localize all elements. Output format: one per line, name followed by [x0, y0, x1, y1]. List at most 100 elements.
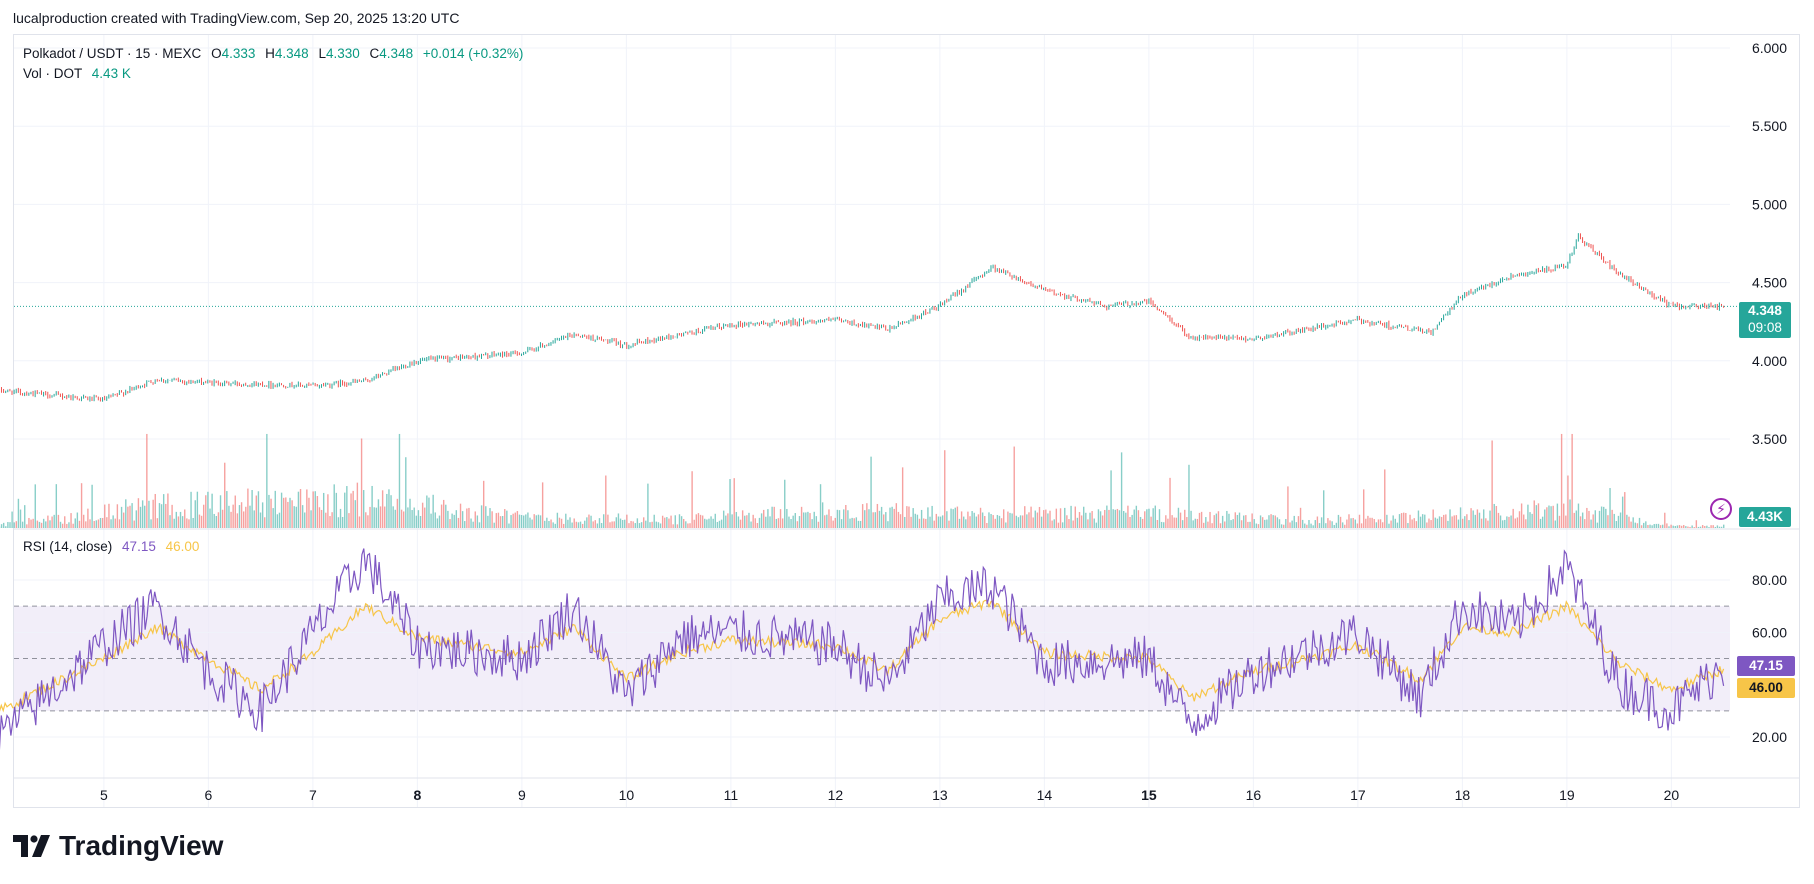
volume-bar [733, 478, 735, 528]
volume-bar [245, 506, 247, 528]
volume-bar [55, 484, 58, 528]
volume-bar [1295, 522, 1298, 528]
volume-bar [1163, 522, 1165, 528]
volume-bar [327, 494, 329, 528]
volume-bar [1643, 522, 1645, 528]
lightning-icon[interactable]: ⚡ [1710, 498, 1732, 520]
volume-bar [445, 504, 447, 528]
volume-bar [108, 503, 110, 528]
volume-bar [1097, 509, 1100, 528]
volume-bar [1211, 523, 1213, 528]
volume-label[interactable]: Vol · DOT [23, 66, 83, 81]
volume-bar [91, 484, 93, 528]
volume-bar [1021, 515, 1024, 528]
volume-bar [697, 513, 700, 528]
volume-bar [693, 519, 695, 528]
volume-bar [1588, 510, 1590, 528]
volume-bar [207, 491, 209, 528]
volume-bar [388, 489, 390, 528]
volume-bar [1289, 522, 1291, 528]
volume-bar [1314, 520, 1316, 528]
volume-bar [870, 456, 872, 528]
volume-bar [1632, 517, 1634, 528]
volume-bar [737, 516, 740, 528]
volume-bar [794, 513, 796, 528]
volume-bar [1167, 518, 1169, 528]
volume-bar [1586, 507, 1588, 528]
volume-bar [944, 450, 946, 528]
volume-bar [649, 522, 651, 528]
price-tick-label: 6.000 [1752, 40, 1787, 56]
volume-bar [112, 515, 114, 528]
volume-bar [1436, 518, 1439, 528]
volume-bar [480, 505, 483, 528]
volume-bar [769, 516, 771, 528]
volume-bar [0, 524, 3, 528]
open-label: O [211, 46, 222, 61]
volume-bar [1198, 512, 1201, 528]
volume-bar [901, 467, 904, 528]
volume-bar [2, 522, 5, 528]
volume-bar [320, 509, 323, 528]
brand-logo[interactable]: TradingView [13, 830, 223, 862]
volume-bar [821, 502, 824, 528]
volume-bar [584, 520, 586, 528]
volume-bar [1078, 512, 1081, 528]
volume-bar [1068, 519, 1070, 528]
countdown-value: 09:08 [1748, 320, 1782, 335]
volume-bar [226, 491, 228, 528]
rsi-legend: RSI (14, close) 47.15 46.00 [23, 539, 199, 554]
volume-bar [1455, 515, 1458, 528]
volume-bar [36, 520, 39, 528]
volume-bar [1003, 509, 1005, 528]
volume-bar [573, 518, 575, 528]
volume-bar [1716, 525, 1719, 528]
volume-bar [895, 503, 898, 528]
volume-bar [552, 522, 554, 528]
volume-bar [1384, 469, 1386, 528]
volume-bar [1594, 510, 1596, 528]
time-axis-label: 12 [828, 787, 844, 803]
symbol-label[interactable]: Polkadot / USDT · 15 · MEXC [23, 46, 202, 61]
volume-bar [923, 518, 925, 528]
volume-bar [1323, 490, 1325, 528]
volume-bar [718, 520, 721, 528]
volume-bar [510, 515, 512, 528]
volume-bar [937, 516, 940, 528]
time-axis-label: 20 [1664, 787, 1680, 803]
rsi-label[interactable]: RSI (14, close) [23, 539, 113, 554]
volume-bar [1026, 514, 1028, 528]
volume-bar [1013, 446, 1015, 528]
rsi-tag: 47.15 [1737, 656, 1795, 676]
volume-bar [1405, 512, 1407, 528]
volume-bar [586, 517, 588, 528]
price-tick-label: 3.500 [1752, 431, 1787, 447]
tradingview-logo-icon [13, 835, 50, 857]
volume-bar [146, 433, 148, 528]
volume-bar [1177, 507, 1180, 528]
volume-bar [1428, 518, 1430, 528]
volume-bar [1156, 520, 1159, 528]
volume-bar [1617, 515, 1620, 528]
volume-bar [527, 512, 529, 528]
chart-frame[interactable] [13, 34, 1800, 808]
volume-bar [1689, 526, 1691, 528]
volume-bar [1209, 511, 1211, 528]
volume-bar [405, 457, 407, 528]
volume-bar [592, 521, 594, 528]
volume-bar [1476, 509, 1479, 528]
volume-bar [676, 524, 679, 528]
volume-bar [1173, 517, 1175, 528]
volume-bar [518, 514, 521, 528]
volume-bar [489, 508, 491, 528]
volume-bar [784, 479, 786, 528]
volume-bar [171, 504, 173, 528]
volume-bar [1379, 519, 1382, 528]
volume-bar [1169, 477, 1171, 528]
volume-bar [931, 505, 933, 528]
volume-bar [501, 516, 504, 528]
volume-bar [1687, 526, 1689, 528]
volume-bar [567, 519, 569, 528]
volume-bar [432, 494, 434, 528]
